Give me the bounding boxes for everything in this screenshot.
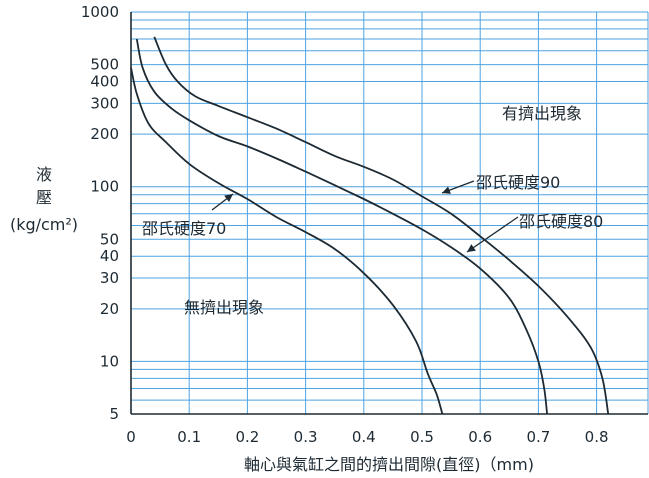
series-lines [130, 36, 610, 415]
series-line-80 [135, 38, 548, 415]
y-tick-label: 300 [90, 94, 119, 112]
y-tick-label: 1000 [81, 3, 119, 21]
x-tick-label: 0 [126, 428, 136, 446]
x-tick-label: 0.8 [585, 428, 609, 446]
series-label-70: 邵氏硬度70 [142, 219, 226, 238]
arrow-70-head [224, 194, 233, 203]
series-label-80: 邵氏硬度80 [519, 212, 603, 231]
arrow-80 [466, 216, 519, 253]
y-axis-label-line1: 液 [36, 165, 52, 184]
x-axis-label: 軸心與氣缸之間的擠出間隙(直徑)（mm) [244, 455, 534, 474]
y-tick-label: 10 [100, 352, 119, 370]
x-tick-label: 0.7 [526, 428, 550, 446]
y-tick-label: 5 [109, 405, 119, 423]
y-tick-label: 500 [90, 56, 119, 74]
region-label-no-extrusion: 無擠出現象 [184, 298, 264, 317]
x-tick-label: 0.6 [468, 428, 492, 446]
y-axis-label-line2: 壓 [36, 188, 52, 207]
region-label-extrusion: 有擠出現象 [502, 104, 582, 123]
arrow-90-head [442, 186, 451, 194]
series-line-70 [130, 67, 444, 415]
y-tick-label: 40 [100, 247, 119, 265]
x-tick-label: 0.3 [294, 428, 318, 446]
series-line-90 [153, 36, 610, 415]
y-axis-label-line3: (kg/cm²) [10, 215, 78, 234]
arrow-80-head [467, 244, 476, 252]
x-tick-label: 0.2 [235, 428, 259, 446]
y-tick-label: 400 [90, 73, 119, 91]
grid [130, 11, 649, 415]
x-tick-label: 0.1 [177, 428, 201, 446]
y-tick-label: 30 [100, 269, 119, 287]
label-arrows [211, 180, 519, 253]
series-label-90: 邵氏硬度90 [476, 173, 560, 192]
y-tick-label: 50 [100, 230, 119, 248]
y-tick-label: 20 [100, 300, 119, 318]
y-tick-label: 100 [90, 178, 119, 196]
y-tick-label: 200 [90, 125, 119, 143]
x-tick-label: 0.4 [352, 428, 376, 446]
x-tick-label: 0.5 [410, 428, 434, 446]
